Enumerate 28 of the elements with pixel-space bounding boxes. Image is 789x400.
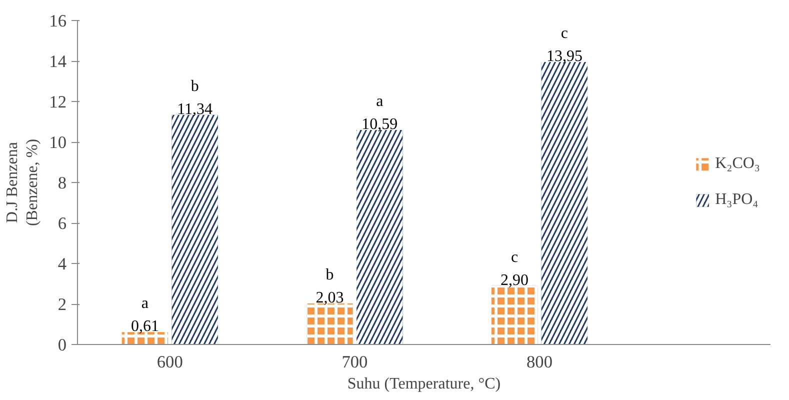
legend-label: K₂CO₃ (715, 155, 760, 173)
y-tick-label: 0 (58, 336, 67, 354)
y-tick-label: 8 (58, 174, 67, 192)
y-tick-label: 4 (58, 254, 67, 274)
data-label: 2,90 (500, 272, 529, 289)
annotation: a (141, 295, 149, 312)
y-tick-label: 10 (49, 133, 66, 152)
x-tick-label: 800 (526, 352, 553, 372)
annotation: b (326, 266, 334, 284)
data-label: 13,95 (546, 48, 582, 66)
annotation: a (376, 93, 384, 110)
data-label: 11,34 (177, 100, 213, 118)
annotation: c (560, 25, 568, 42)
data-label: 10,59 (362, 116, 398, 134)
data-label: 2,03 (316, 289, 344, 306)
legend-label: H₃PO₄ (715, 191, 758, 209)
annotation: c (511, 248, 518, 266)
x-tick-label: 700 (342, 352, 368, 372)
y-axis-title: D.J Benzena (Benzene, %) (4, 138, 42, 226)
annotation: b (190, 78, 199, 95)
data-label: 0,61 (130, 318, 159, 336)
y-tick-label: 16 (49, 12, 67, 30)
y-tick-label: 12 (49, 92, 66, 112)
x-axis-title: Suhu (Temperature, °C) (347, 376, 501, 392)
y-tick-label: 2 (58, 295, 67, 314)
y-tick-label: 14 (49, 52, 67, 71)
x-tick-label: 600 (156, 352, 183, 372)
y-tick-label: 6 (58, 214, 67, 233)
